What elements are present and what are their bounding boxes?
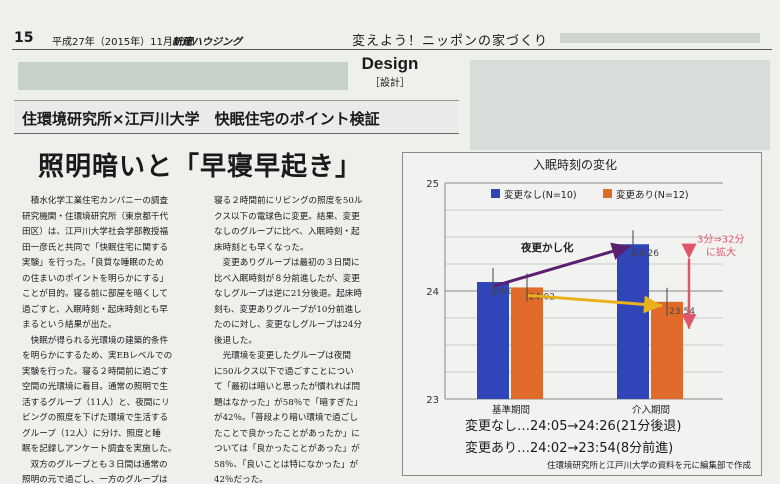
article-line: に50ルクス以下で過ごすことについ [214,366,354,377]
data-label: 23:54 [669,307,695,317]
issue-date: 平成27年（2015年）11月10日 [52,37,196,48]
chart-title: 入眠時刻の変化 [533,157,617,172]
article-line: 照明の元で過ごし、一方のグループは [22,475,168,484]
bar-no-change-1 [617,244,649,399]
page-header: 15 平成27年（2015年）11月10日 新建ハウジング 変えよう！ニッポンの… [0,0,780,50]
legend-label: 変更なし(N=10) [504,189,577,201]
series-title: 変えよう！ニッポンの家づくり [352,34,549,49]
article-line: たのに対し、変更なしグループは24分 [214,320,362,330]
article-line: 研究機関・住環境研究所（東京都千代 [22,211,169,222]
article-line: 床時刻とも早くなった。 [214,242,309,253]
figure-note-no-change: 変更なし…24:05→24:26(21分後退) [465,419,682,434]
background-bleed [470,60,770,150]
y-tick-label: 23 [426,395,439,406]
article-line: 寝る２時間前にリビングの照度を50ル [214,196,363,206]
article-line: て「最初は暗いと思ったが慣れれば問 [214,382,361,392]
article-line: の住まいのポイントを明らかにする」 [22,273,169,284]
annotation-trend: 夜更かし化 [520,241,574,254]
article-line: クス以下の電球色に変更。結果、変更 [214,211,360,222]
bar-changed-1 [651,301,683,399]
page-number: 15 [14,30,34,46]
article-line: なしのグループに比べ、入眠時刻・起 [214,227,360,237]
article-line: グループ（12人）に分け、照度と睡 [22,428,161,439]
article-line: なしグループは逆に21分後退。起床時 [214,289,362,299]
x-tick-label: 介入期間 [632,405,670,416]
article-line: 田区）は、江戸川大学社会学部教授福 [22,227,169,237]
trend-arrow-changed [527,293,663,314]
article-line: 双方のグループとも３日間は通常の [22,459,168,470]
article-line: が42％。「普段より暗い環境で過ごし [214,413,358,423]
article-line: 変更ありグループは最初の３日間に [214,258,360,268]
article-line: 実験を行った。寝る２時間前に過ごす [22,366,169,377]
section-subtitle: ［設計］ [370,78,410,89]
article-line: 眠を記録しアンケート調査を実施した。 [22,444,177,454]
article-line: 42％だった。 [214,475,268,484]
article-line: 光環境を変更したグループは夜間 [214,351,351,361]
article-line: 過ごすと、入眠時刻・起床時刻とも早 [22,304,168,315]
data-label: 24:05 [493,287,519,297]
article-line: 快眠が得られる光環境の建築的条件 [22,335,169,346]
article-line: ついては「良かったことがあった」が [214,444,360,454]
y-tick-label: 24 [426,287,439,298]
article-line: たことで良かったことがあったか」に [214,428,360,439]
chart-figure: 入眠時刻の変化23242524:0524:2624:0223:54基準期間介入期… [402,152,762,476]
article-line: まるという結果が出た。 [22,320,117,330]
article-line: 比べ入眠時刻が８分前進したが、変更 [214,273,360,284]
paper-name: 新建ハウジング [172,37,242,48]
legend-label: 変更あり(N=12) [616,189,689,201]
bar-no-change-0 [477,282,509,399]
article-line: 活するグループ（11人）と、夜間にリ [22,397,170,408]
article-line: 後退した。 [214,335,257,346]
article-column-1: 積水化学工業住宅カンパニーの調査 研究機関・住環境研究所（東京都千代 田区）は、江戸… [22,194,204,484]
sleep-onset-chart: 入眠時刻の変化23242524:0524:2624:0223:54基準期間介入期… [426,157,744,416]
legend-swatch [491,189,500,198]
adjacent-page-strip [560,33,760,43]
legend-swatch [603,189,612,198]
section-label: Design ［設計］ [330,54,450,89]
annotation-change-1: 3分⇒32分 [697,233,744,245]
section-title: Design [361,54,419,73]
background-banner [18,62,348,90]
x-tick-label: 基準期間 [492,404,530,416]
header-rule [12,49,772,50]
article-column-2: 寝る２時間前にリビングの照度を50ル クス以下の電球色に変更。結果、変更 なしのグル… [214,194,394,484]
annotation-change-2: に拡大 [706,245,736,258]
article-line: を明らかにするため、実EBレベルでの [22,351,173,361]
article-line: 58％、「良いことは特になかった」が [214,459,359,470]
article-line: ことが目的。寝る前に部屋を暗くして [22,289,168,299]
topic-text: 住環境研究所×江戸川大学 快眠住宅のポイント検証 [22,110,380,128]
article-line: 田一彦氏と共同で「快眠住宅に関する [22,242,169,253]
bar-changed-0 [511,287,543,399]
article-line: 実験」を行った。「良質な睡眠のため [22,258,164,268]
article-line: ビングの照度を下げた環境で生活する [22,413,169,423]
figure-credit: 住環境研究所と江戸川大学の資料を元に編集部で作成 [546,461,751,471]
data-label: 24:26 [633,249,659,259]
article-line: 積水化学工業住宅カンパニーの調査 [22,196,169,206]
article-headline: 照明暗いと「早寝早起き」 [38,152,363,182]
y-tick-label: 25 [426,179,439,190]
trend-arrow-no-change [493,242,631,288]
figure-note-changed: 変更あり…24:02→23:54(8分前進) [465,441,674,456]
article-line: 空間の光環境に着目。通常の照明で生 [22,382,169,392]
topic-banner: 住環境研究所×江戸川大学 快眠住宅のポイント検証 [14,100,459,134]
article-line: 刻も、変更ありグループが10分前進し [214,304,362,315]
article-line: 題はなかった」が58％で「暗すぎた」 [214,397,363,408]
